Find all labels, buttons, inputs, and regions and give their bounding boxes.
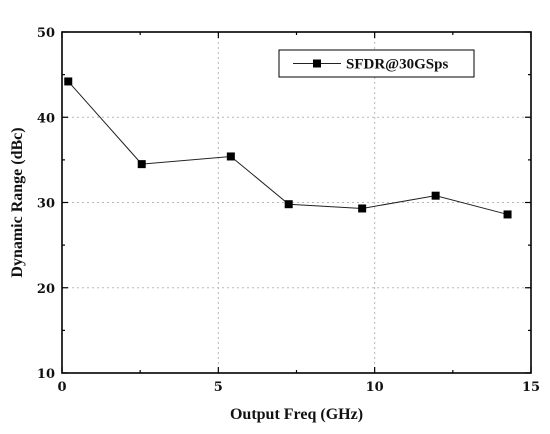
series-layer bbox=[64, 77, 512, 219]
x-tick-label: 10 bbox=[366, 380, 384, 395]
y-tick-label: 30 bbox=[37, 197, 55, 212]
data-point bbox=[431, 191, 440, 200]
x-tick-label: 5 bbox=[214, 380, 223, 395]
y-tick-label: 50 bbox=[37, 26, 55, 41]
grid-lines bbox=[62, 32, 531, 373]
data-point bbox=[226, 152, 235, 161]
data-point bbox=[358, 204, 367, 213]
x-tick-label: 15 bbox=[522, 380, 540, 395]
data-point bbox=[137, 160, 146, 169]
data-point bbox=[64, 77, 73, 86]
axis-ticks bbox=[61, 31, 532, 374]
legend: SFDR@30GSps bbox=[278, 49, 475, 78]
x-axis-title: Output Freq (GHz) bbox=[230, 406, 363, 423]
y-tick-label: 40 bbox=[37, 111, 55, 126]
legend-marker-square bbox=[313, 59, 321, 68]
y-tick-label: 10 bbox=[37, 367, 55, 382]
data-point bbox=[503, 210, 512, 219]
y-tick-label: 20 bbox=[37, 282, 55, 297]
legend-label: SFDR@30GSps bbox=[346, 57, 448, 73]
data-point bbox=[284, 200, 293, 209]
y-axis-title: Dynamic Range (dBc) bbox=[9, 127, 26, 277]
x-tick-label: 0 bbox=[57, 380, 66, 395]
tick-labels: 0 5 10 15 10 20 30 40 50 bbox=[37, 26, 540, 395]
series-line bbox=[67, 81, 508, 215]
